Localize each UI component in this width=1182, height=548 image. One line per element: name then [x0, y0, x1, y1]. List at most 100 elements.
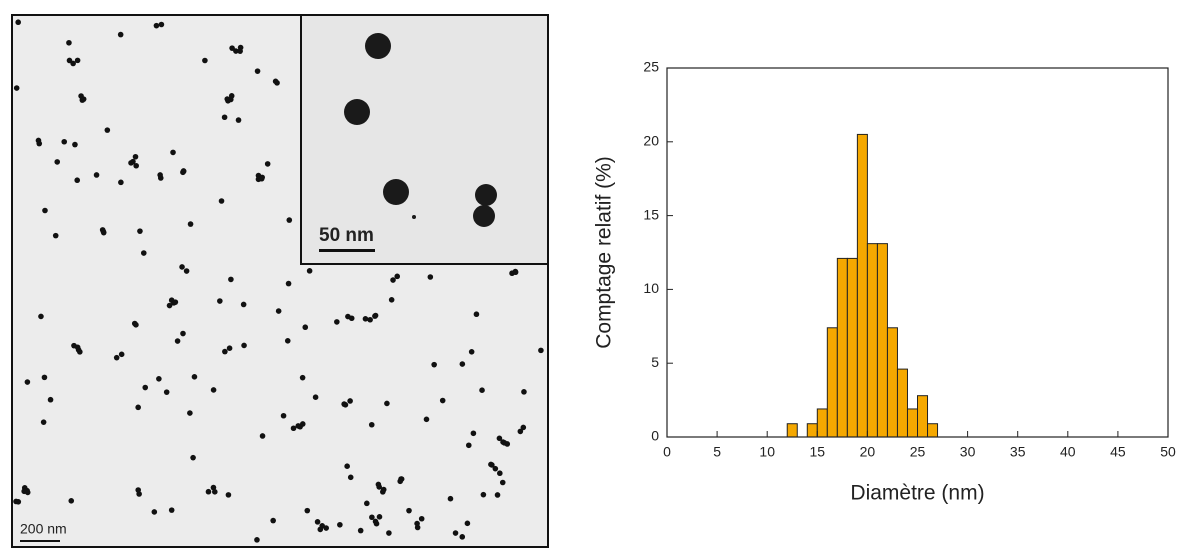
bar	[786, 423, 798, 438]
particle	[344, 463, 350, 470]
y-tick-label: 5	[651, 354, 659, 370]
particle	[68, 498, 75, 504]
particle	[347, 474, 354, 481]
particle	[241, 342, 247, 349]
particle	[157, 172, 163, 178]
particle	[337, 521, 343, 528]
x-tick-label: 50	[1160, 444, 1176, 460]
bar	[886, 327, 898, 438]
particle	[38, 313, 44, 320]
inset-scale-label: 50 nm	[319, 225, 374, 246]
particle	[412, 215, 416, 219]
particle	[210, 484, 217, 491]
particle	[258, 175, 265, 182]
x-tick-label: 30	[960, 444, 976, 460]
particle	[365, 33, 391, 59]
particle	[40, 419, 47, 425]
particle	[317, 526, 324, 533]
particle	[100, 229, 107, 236]
particle	[286, 217, 293, 223]
particle	[133, 322, 139, 328]
particle	[190, 454, 196, 461]
particle	[221, 114, 228, 121]
particle	[280, 412, 287, 419]
particle	[380, 486, 387, 493]
particle	[312, 394, 319, 401]
bar	[906, 408, 918, 438]
particle	[468, 349, 475, 355]
particle	[497, 470, 503, 477]
bar	[896, 368, 908, 438]
particle	[142, 384, 149, 391]
particle	[264, 161, 271, 167]
particle	[397, 478, 404, 485]
y-tick-label: 0	[651, 428, 659, 444]
particle	[512, 269, 519, 276]
particle	[228, 276, 234, 283]
bar	[856, 133, 868, 438]
particle	[66, 57, 73, 64]
tem-image: 50 nm 200 nm	[11, 14, 549, 548]
particle	[306, 268, 313, 274]
particle	[235, 117, 242, 123]
bar	[836, 257, 848, 438]
particle	[270, 517, 276, 524]
particle	[21, 488, 27, 495]
particle	[390, 277, 396, 283]
particle	[492, 465, 499, 472]
bar	[917, 395, 929, 438]
particle	[166, 302, 173, 309]
particle	[212, 489, 218, 495]
scale-bar	[20, 540, 60, 542]
particle	[228, 93, 235, 99]
particle	[367, 316, 373, 323]
particle	[386, 530, 392, 536]
particle	[285, 280, 292, 287]
x-tick-label: 10	[759, 444, 775, 460]
particle	[357, 527, 364, 534]
particle	[135, 404, 141, 411]
x-tick-label: 5	[713, 444, 721, 460]
particle	[465, 442, 472, 449]
particle	[117, 31, 124, 38]
particle	[479, 387, 485, 393]
particle	[156, 376, 162, 382]
particle	[384, 400, 390, 407]
particle	[205, 488, 212, 495]
particle	[217, 298, 223, 304]
particle	[342, 402, 349, 408]
particle	[233, 48, 239, 54]
particle	[191, 374, 198, 380]
particle	[224, 96, 231, 102]
particle	[334, 319, 340, 325]
particle	[183, 268, 190, 274]
particle	[347, 398, 353, 404]
particle	[459, 361, 466, 367]
particle	[180, 168, 187, 175]
particle	[284, 338, 291, 344]
scale-label: 200 nm	[20, 521, 67, 537]
particle	[323, 525, 329, 531]
particle	[13, 85, 20, 91]
y-tick-label: 25	[643, 59, 659, 75]
particle	[187, 221, 194, 227]
particle	[473, 311, 480, 318]
particle	[47, 396, 54, 403]
particle	[406, 507, 412, 514]
particle	[104, 127, 111, 133]
particle	[163, 389, 170, 395]
particle	[272, 78, 279, 85]
x-axis-title: Diamètre (nm)	[850, 482, 984, 505]
particle	[132, 153, 139, 160]
inset-particles	[344, 33, 497, 227]
particle	[80, 96, 87, 102]
particle	[174, 338, 181, 344]
particle	[133, 162, 139, 169]
particle	[74, 57, 81, 64]
histogram: 0 5 10 15 20 25 30 35 40 45 50 0 5 10 15 20 25 Diamètre (…	[593, 59, 1176, 505]
particle	[499, 479, 506, 486]
particle	[501, 440, 508, 446]
particle	[423, 416, 430, 423]
particle	[388, 296, 395, 303]
